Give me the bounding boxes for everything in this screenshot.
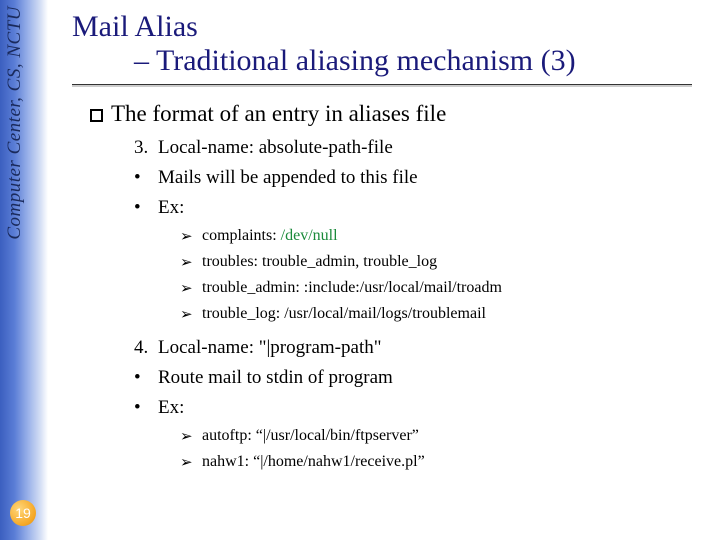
example-text: autoftp: “|/usr/local/bin/ftpserver” bbox=[202, 427, 419, 446]
item-number: 3. bbox=[134, 137, 158, 159]
bullet-item: • Ex: bbox=[134, 397, 692, 419]
ex-green: /dev/null bbox=[281, 227, 338, 244]
title-block: Mail Alias – Traditional aliasing mechan… bbox=[72, 10, 692, 78]
arrow-bullet-icon: ➢ bbox=[180, 305, 202, 324]
list-area: 3. Local-name: absolute-path-file • Mail… bbox=[72, 137, 692, 472]
arrow-item: ➢ troubles: trouble_admin, trouble_log bbox=[180, 253, 692, 272]
dot-bullet-icon: • bbox=[134, 367, 158, 389]
bullet-item: • Route mail to stdin of program bbox=[134, 367, 692, 389]
title-line-2: – Traditional aliasing mechanism (3) bbox=[72, 44, 692, 78]
main-point-text: The format of an entry in aliases file bbox=[111, 101, 446, 126]
numbered-item-4: 4. Local-name: "|program-path" bbox=[134, 337, 692, 359]
divider-line bbox=[72, 84, 692, 87]
example-text: trouble_admin: :include:/usr/local/mail/… bbox=[202, 279, 502, 298]
slide: Computer Center, CS, NCTU 19 Mail Alias … bbox=[0, 0, 720, 540]
arrow-bullet-icon: ➢ bbox=[180, 279, 202, 298]
item-heading: Local-name: "|program-path" bbox=[158, 337, 381, 359]
arrow-item: ➢ trouble_admin: :include:/usr/local/mai… bbox=[180, 279, 692, 298]
ex-pre: complaints: bbox=[202, 227, 281, 244]
item-heading: Local-name: absolute-path-file bbox=[158, 137, 393, 159]
numbered-item-3: 3. Local-name: absolute-path-file bbox=[134, 137, 692, 159]
arrow-item: ➢ nahw1: “|/home/nahw1/receive.pl” bbox=[180, 453, 692, 472]
bullet-text: Route mail to stdin of program bbox=[158, 367, 393, 389]
bullet-item: • Ex: bbox=[134, 197, 692, 219]
example-text: troubles: trouble_admin, trouble_log bbox=[202, 253, 437, 272]
arrow-bullet-icon: ➢ bbox=[180, 453, 202, 472]
example-text: nahw1: “|/home/nahw1/receive.pl” bbox=[202, 453, 425, 472]
arrow-bullet-icon: ➢ bbox=[180, 427, 202, 446]
page-number-badge: 19 bbox=[10, 500, 36, 526]
arrow-item: ➢ autoftp: “|/usr/local/bin/ftpserver” bbox=[180, 427, 692, 446]
bullet-text: Ex: bbox=[158, 197, 184, 219]
arrow-item: ➢ complaints: /dev/null bbox=[180, 227, 692, 246]
arrow-bullet-icon: ➢ bbox=[180, 227, 202, 246]
square-bullet-icon bbox=[90, 109, 103, 122]
dot-bullet-icon: • bbox=[134, 167, 158, 189]
item-number: 4. bbox=[134, 337, 158, 359]
dot-bullet-icon: • bbox=[134, 397, 158, 419]
sub-list: ➢ autoftp: “|/usr/local/bin/ftpserver” ➢… bbox=[134, 427, 692, 472]
content-area: Mail Alias – Traditional aliasing mechan… bbox=[48, 0, 720, 540]
sidebar-label: Computer Center, CS, NCTU bbox=[4, 6, 26, 240]
example-text: trouble_log: /usr/local/mail/logs/troubl… bbox=[202, 305, 486, 324]
bullet-text: Mails will be appended to this file bbox=[158, 167, 418, 189]
main-point: The format of an entry in aliases file bbox=[72, 101, 692, 127]
example-text: complaints: /dev/null bbox=[202, 227, 338, 246]
arrow-bullet-icon: ➢ bbox=[180, 253, 202, 272]
sidebar: Computer Center, CS, NCTU bbox=[0, 0, 48, 540]
sub-list: ➢ complaints: /dev/null ➢ troubles: trou… bbox=[134, 227, 692, 324]
arrow-item: ➢ trouble_log: /usr/local/mail/logs/trou… bbox=[180, 305, 692, 324]
bullet-item: • Mails will be appended to this file bbox=[134, 167, 692, 189]
dot-bullet-icon: • bbox=[134, 197, 158, 219]
bullet-text: Ex: bbox=[158, 397, 184, 419]
title-line-1: Mail Alias bbox=[72, 10, 692, 44]
